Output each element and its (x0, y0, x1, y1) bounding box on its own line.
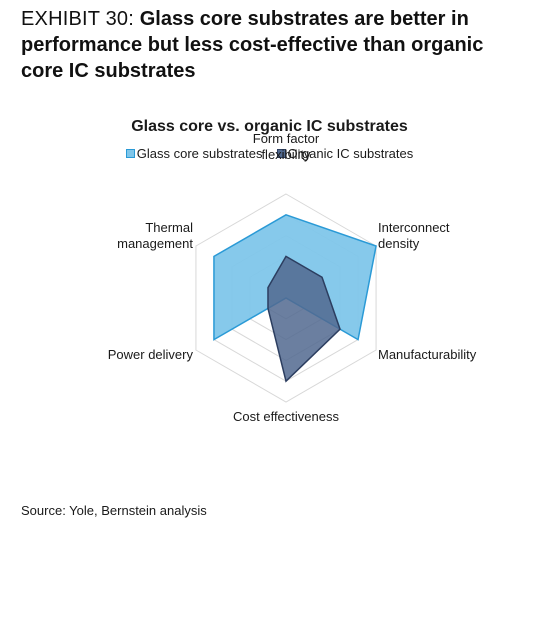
axis-label: Manufacturability (378, 347, 477, 362)
exhibit-label: EXHIBIT 30: (21, 8, 140, 30)
radar-plot: Form factor flexibility Interconnect densit… (108, 131, 477, 424)
chart-title: Glass core vs. organic IC substrates (131, 118, 408, 135)
legend-item-glass: Glass core substrates (125, 146, 263, 161)
series-area-organic (267, 255, 341, 383)
exhibit-title: Glass core substrates are better in perf… (21, 8, 484, 82)
axis-label: Thermal management (117, 220, 193, 251)
axis-label: Form factor flexibility (253, 131, 320, 162)
axis-label: Interconnect density (378, 220, 450, 251)
legend-label-glass: Glass core substrates (136, 146, 263, 161)
legend-swatch-organic (276, 149, 286, 158)
legend-swatch-glass (125, 149, 135, 158)
chart-legend: Glass core substrates Organic IC substra… (0, 146, 539, 161)
radar-chart: Glass core vs. organic IC substrates Gla… (0, 108, 539, 438)
axis-label: Power delivery (108, 347, 194, 362)
source-note: Source: Yole, Bernstein analysis (21, 503, 207, 518)
axis-label: Cost effectiveness (233, 409, 339, 424)
legend-item-organic: Organic IC substrates (276, 146, 414, 161)
exhibit-heading: EXHIBIT 30: Glass core substrates are be… (21, 6, 531, 84)
legend-label-organic: Organic IC substrates (287, 146, 414, 161)
